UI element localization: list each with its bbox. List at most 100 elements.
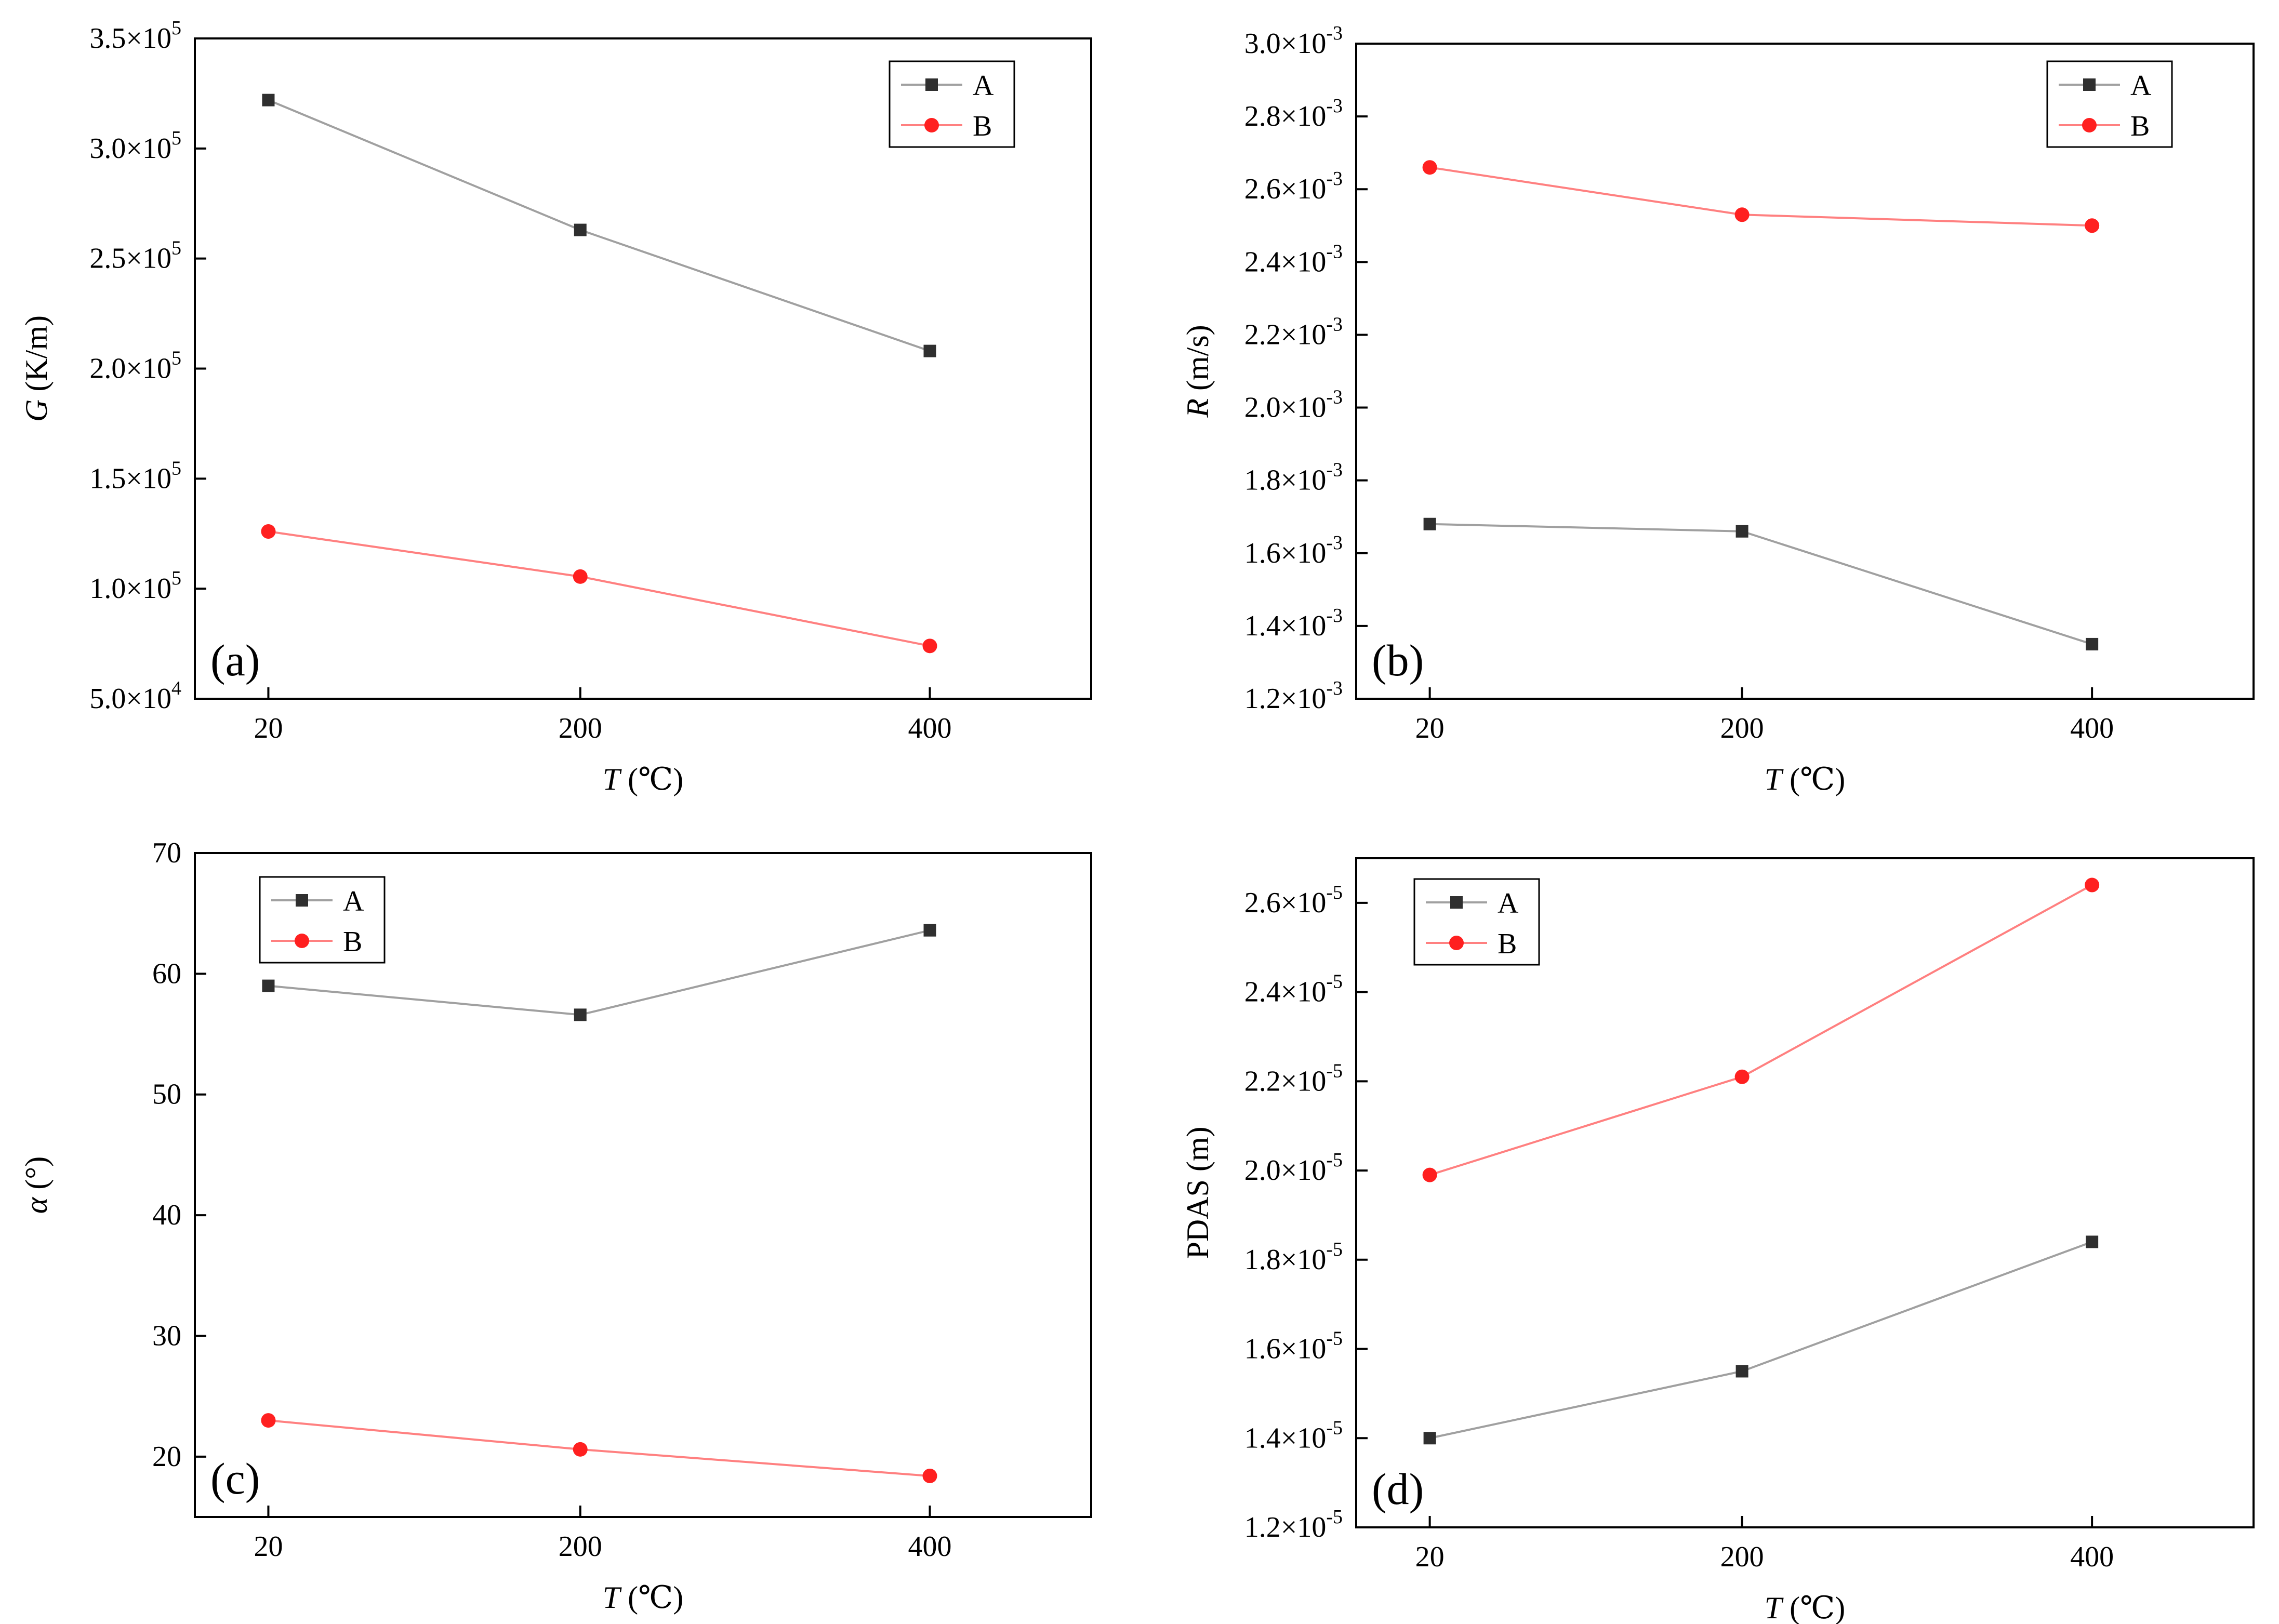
legend: AB [889, 60, 1015, 148]
x-tick-label: 200 [559, 1530, 602, 1563]
legend-box [889, 60, 1015, 148]
panel-d: 20 200 4001.2×10-51.4×10-51.6×10-51.8×10-5… [1181, 857, 2255, 1624]
y-tick-exponent: -3 [1326, 387, 1343, 408]
y-tick-mantissa: 1.8×10 [1244, 464, 1327, 497]
x-axis-unit: (℃) [1782, 1591, 1845, 1624]
y-tick-label: 40 [152, 1199, 181, 1231]
y-tick-exponent: 5 [171, 567, 181, 589]
y-tick-label: 2.0×10-5 [1244, 1149, 1343, 1187]
y-tick-mantissa: 5.0×10 [89, 683, 171, 715]
y-tick-exponent: -5 [1326, 882, 1343, 903]
y-tick-mantissa: 1.6×10 [1244, 537, 1327, 569]
x-axis-title: T (℃) [1765, 1591, 1845, 1624]
plot-frame [1355, 857, 2255, 1528]
y-tick-exponent: 5 [171, 348, 181, 369]
y-tick-mantissa: 1.0×10 [89, 573, 171, 605]
data-point-a [262, 94, 275, 107]
legend: AB [2046, 60, 2173, 148]
y-tick-exponent: -5 [1326, 1149, 1343, 1171]
legend: AB [1413, 878, 1540, 966]
x-tick-label: 400 [908, 712, 952, 744]
y-tick-mantissa: 1.8×10 [1244, 1244, 1327, 1276]
y-axis-variable: R [1181, 398, 1215, 418]
x-axis-variable: T [1765, 1591, 1784, 1624]
x-axis-unit: (℃) [620, 1580, 683, 1615]
y-axis-title: PDAS (m) [1181, 1126, 1215, 1259]
data-point-a [574, 223, 587, 236]
y-tick-label: 2.0×105 [89, 348, 181, 385]
legend-marker-a [925, 78, 938, 91]
x-axis-title: T (℃) [603, 1580, 683, 1615]
legend-label-b: B [2130, 110, 2150, 142]
data-point-a [1423, 517, 1436, 530]
x-axis-title: T (℃) [603, 762, 683, 796]
y-tick-label: 60 [152, 957, 181, 990]
y-tick-exponent: -5 [1326, 1328, 1343, 1350]
legend-label-b: B [343, 926, 362, 958]
y-tick-mantissa: 1.2×10 [1244, 683, 1327, 715]
y-tick-label: 1.5×105 [89, 457, 181, 495]
data-point-b [1734, 207, 1750, 222]
x-axis-variable: T [1765, 762, 1784, 796]
data-point-b [2085, 877, 2100, 893]
y-tick-mantissa: 2.2×10 [1244, 318, 1327, 351]
legend-label-b: B [1498, 928, 1517, 960]
y-tick-mantissa: 1.4×10 [1244, 1422, 1327, 1454]
legend-label-a: A [973, 70, 994, 102]
x-tick-label: 200 [1720, 1541, 1764, 1573]
data-point-b [922, 1468, 937, 1483]
y-tick-label: 2.6×10-3 [1244, 168, 1343, 205]
y-tick-exponent: -3 [1326, 605, 1343, 627]
y-tick-exponent: -5 [1326, 1417, 1343, 1439]
data-point-b [261, 524, 276, 539]
data-point-b [573, 569, 588, 584]
y-axis-variable: α [19, 1196, 54, 1214]
y-tick-label: 50 [152, 1079, 181, 1111]
y-tick-exponent: -5 [1326, 1060, 1343, 1082]
x-axis-variable: T [603, 1580, 622, 1615]
legend: AB [259, 876, 386, 964]
y-tick-mantissa: 2.4×10 [1244, 976, 1327, 1008]
legend-box [1413, 878, 1540, 966]
y-tick-exponent: -5 [1326, 1239, 1343, 1260]
y-axis-unit: (m) [1181, 1126, 1215, 1179]
y-tick-mantissa: 2.4×10 [1244, 246, 1327, 278]
x-tick-label: 20 [1415, 712, 1445, 744]
panel-a: 20 200 4005.0×1041.0×1051.5×1052.0×1052.5×… [19, 17, 1092, 796]
legend-label-a: A [1498, 887, 1519, 920]
data-point-a [1423, 1432, 1436, 1445]
x-tick-label: 200 [559, 712, 602, 744]
x-tick-label: 400 [2070, 712, 2114, 744]
y-tick-label: 1.2×10-3 [1244, 677, 1343, 715]
x-tick-label: 400 [2070, 1541, 2114, 1573]
panel-b: 20 200 4001.2×10-31.4×10-31.6×10-31.8×10-3… [1181, 22, 2255, 796]
y-tick-label: 1.6×10-3 [1244, 532, 1343, 569]
y-tick-label: 1.2×10-5 [1244, 1506, 1343, 1543]
y-tick-exponent: 4 [171, 677, 181, 699]
y-tick-mantissa: 2.0×10 [1244, 392, 1327, 424]
x-tick-label: 200 [1720, 712, 1764, 744]
panel-label: (b) [1372, 635, 1424, 685]
y-tick-exponent: -3 [1326, 313, 1343, 335]
plot-frame [194, 852, 1092, 1518]
data-point-a [1735, 1365, 1748, 1378]
y-tick-label: 2.4×10-3 [1244, 241, 1343, 278]
legend-marker-b [2082, 118, 2097, 132]
legend-marker-b [295, 934, 309, 948]
data-point-a [923, 344, 936, 357]
y-tick-mantissa: 2.0×10 [1244, 1154, 1327, 1187]
y-tick-label: 5.0×104 [89, 677, 181, 715]
y-tick-label: 70 [152, 837, 181, 869]
data-point-a [2086, 1235, 2099, 1248]
panel-label: (d) [1372, 1464, 1424, 1514]
y-axis-unit: (m/s) [1181, 325, 1215, 398]
y-axis-title: R (m/s) [1181, 325, 1215, 418]
data-point-b [1422, 1167, 1437, 1182]
y-tick-exponent: 5 [171, 457, 181, 479]
legend-label-b: B [973, 110, 992, 142]
y-tick-exponent: -5 [1326, 1506, 1343, 1528]
y-tick-mantissa: 2.6×10 [1244, 887, 1327, 919]
y-tick-label: 2.2×10-3 [1244, 313, 1343, 351]
legend-marker-a [296, 894, 308, 907]
